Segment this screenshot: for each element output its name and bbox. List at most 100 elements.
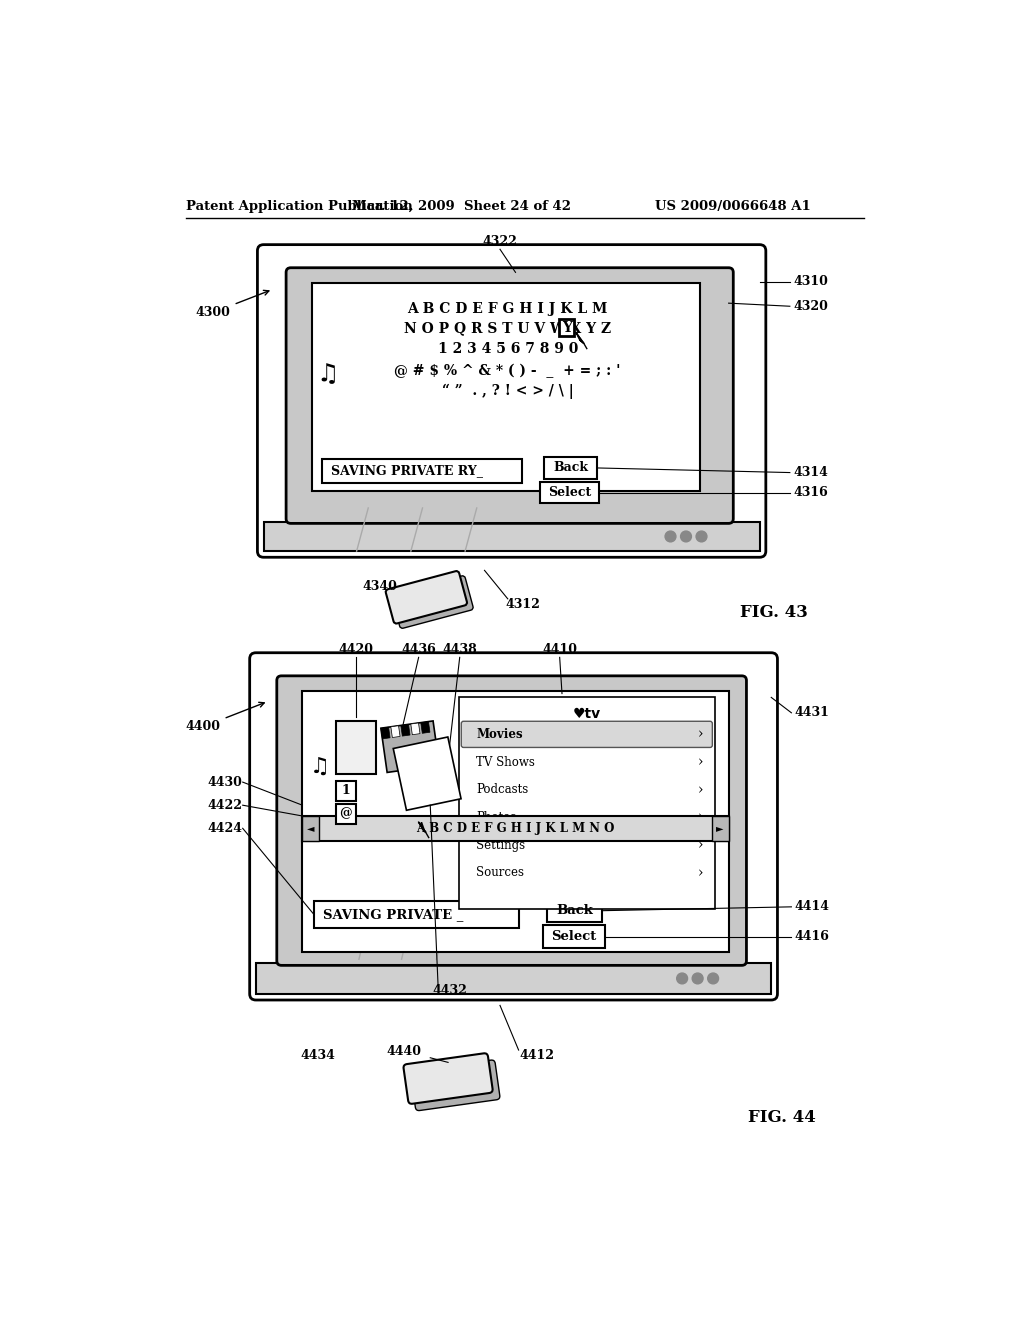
Text: 4312: 4312 xyxy=(506,598,541,611)
FancyBboxPatch shape xyxy=(411,1060,500,1110)
Circle shape xyxy=(696,531,707,543)
Bar xyxy=(302,816,319,841)
Text: 4430: 4430 xyxy=(208,776,243,788)
Text: US 2009/0066648 A1: US 2009/0066648 A1 xyxy=(655,199,811,213)
Bar xyxy=(256,964,771,994)
FancyBboxPatch shape xyxy=(393,737,461,810)
Text: 4322: 4322 xyxy=(482,235,517,248)
Bar xyxy=(336,804,356,824)
Bar xyxy=(712,816,729,841)
Text: 1: 1 xyxy=(341,784,350,797)
Bar xyxy=(263,521,760,552)
Text: A B C D E F G H I J K L M N O: A B C D E F G H I J K L M N O xyxy=(417,822,614,834)
Text: Patent Application Publication: Patent Application Publication xyxy=(186,199,413,213)
Text: ♫: ♫ xyxy=(310,756,330,776)
FancyBboxPatch shape xyxy=(461,721,713,747)
Text: 4300: 4300 xyxy=(196,290,269,319)
Bar xyxy=(559,319,574,337)
Text: 4431: 4431 xyxy=(795,706,829,719)
Text: 4420: 4420 xyxy=(338,643,374,656)
Text: 4310: 4310 xyxy=(793,275,827,288)
Text: N O P Q R S T U V W X Y Z: N O P Q R S T U V W X Y Z xyxy=(404,321,611,335)
Text: SAVING PRIVATE _: SAVING PRIVATE _ xyxy=(324,908,464,921)
Text: 4432: 4432 xyxy=(432,983,467,997)
Text: 1 2 3 4 5 6 7 8 9 0: 1 2 3 4 5 6 7 8 9 0 xyxy=(437,342,578,356)
Text: Select: Select xyxy=(548,486,592,499)
Bar xyxy=(544,457,597,479)
Bar xyxy=(336,721,376,775)
Text: ›: › xyxy=(698,838,703,853)
Text: 4422: 4422 xyxy=(208,799,243,812)
Text: 4340: 4340 xyxy=(362,579,397,593)
Text: Select: Select xyxy=(551,931,596,944)
Bar xyxy=(381,727,390,739)
Text: 4320: 4320 xyxy=(793,300,827,313)
Text: 4416: 4416 xyxy=(795,931,829,944)
Text: 4314: 4314 xyxy=(793,466,827,479)
Text: 4440: 4440 xyxy=(386,1045,421,1059)
Text: Sources: Sources xyxy=(476,866,524,879)
Bar xyxy=(302,816,729,841)
Bar xyxy=(336,780,356,800)
Bar xyxy=(541,482,599,503)
Text: 4438: 4438 xyxy=(442,643,477,656)
Text: ›: › xyxy=(698,727,703,742)
FancyBboxPatch shape xyxy=(381,721,439,772)
FancyBboxPatch shape xyxy=(392,576,473,628)
Text: Back: Back xyxy=(553,462,588,474)
Text: ›: › xyxy=(698,810,703,825)
Circle shape xyxy=(708,973,719,983)
Bar xyxy=(302,692,729,952)
Circle shape xyxy=(681,531,691,543)
Text: ♫: ♫ xyxy=(316,362,338,385)
Text: @ # $ % ^ & * ( ) -  _  + = ; : ': @ # $ % ^ & * ( ) - _ + = ; : ' xyxy=(394,364,621,378)
Text: Movies: Movies xyxy=(476,727,522,741)
FancyBboxPatch shape xyxy=(276,676,746,965)
Text: 4424: 4424 xyxy=(208,822,243,834)
Circle shape xyxy=(677,973,687,983)
Text: A B C D E F G H I J K L M: A B C D E F G H I J K L M xyxy=(408,301,608,315)
Text: 4316: 4316 xyxy=(793,486,827,499)
Text: “ ”  . , ? ! < > / \ |: “ ” . , ? ! < > / \ | xyxy=(442,384,573,400)
Text: @: @ xyxy=(340,807,352,820)
Text: 4434: 4434 xyxy=(300,1049,335,1063)
Text: FIG. 44: FIG. 44 xyxy=(748,1109,816,1126)
FancyBboxPatch shape xyxy=(250,653,777,1001)
FancyBboxPatch shape xyxy=(403,1053,493,1104)
Bar xyxy=(400,725,410,737)
Bar xyxy=(314,902,519,928)
FancyBboxPatch shape xyxy=(286,268,733,524)
Text: FIG. 43: FIG. 43 xyxy=(740,605,808,622)
Bar xyxy=(312,284,700,491)
Polygon shape xyxy=(419,822,426,832)
Text: SAVING PRIVATE RY_: SAVING PRIVATE RY_ xyxy=(331,465,483,478)
Bar xyxy=(547,899,602,923)
Bar xyxy=(459,697,715,909)
Polygon shape xyxy=(575,333,584,343)
Text: 4412: 4412 xyxy=(520,1049,555,1063)
Bar xyxy=(391,726,400,738)
Text: ›: › xyxy=(698,783,703,797)
Text: Settings: Settings xyxy=(476,838,525,851)
Text: Podcasts: Podcasts xyxy=(476,783,528,796)
Text: 4400: 4400 xyxy=(185,702,264,733)
Text: ›: › xyxy=(698,755,703,770)
Bar xyxy=(322,459,521,483)
Text: 4414: 4414 xyxy=(795,900,829,913)
FancyBboxPatch shape xyxy=(386,572,467,623)
Text: ›: › xyxy=(698,866,703,880)
Bar xyxy=(411,723,420,735)
Text: ►: ► xyxy=(717,824,724,833)
Text: 4436: 4436 xyxy=(401,643,436,656)
Text: 4410: 4410 xyxy=(542,643,578,656)
Text: ◄: ◄ xyxy=(307,824,314,833)
Circle shape xyxy=(692,973,703,983)
Text: ♥tv: ♥tv xyxy=(572,708,601,721)
Text: Mar. 12, 2009  Sheet 24 of 42: Mar. 12, 2009 Sheet 24 of 42 xyxy=(352,199,570,213)
Text: Back: Back xyxy=(556,904,593,917)
Text: TV Shows: TV Shows xyxy=(476,755,535,768)
Bar xyxy=(543,925,604,949)
Text: Y: Y xyxy=(561,321,571,335)
Text: Photos: Photos xyxy=(476,810,516,824)
Circle shape xyxy=(665,531,676,543)
